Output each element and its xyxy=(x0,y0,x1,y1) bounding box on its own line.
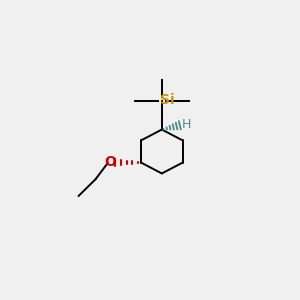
Text: O: O xyxy=(104,155,116,169)
Text: H: H xyxy=(182,118,191,131)
Text: Si: Si xyxy=(160,92,174,106)
